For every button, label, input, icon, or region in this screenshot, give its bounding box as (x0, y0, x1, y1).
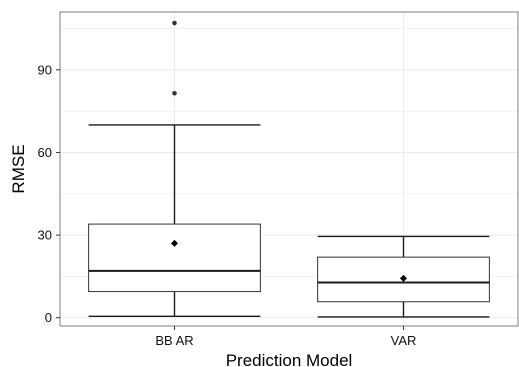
outlier-point (172, 20, 177, 26)
x-tick-label: VAR (391, 333, 417, 348)
boxes-layer (88, 20, 490, 318)
y-tick-label: 0 (45, 310, 52, 325)
box (317, 256, 490, 303)
box (88, 223, 261, 293)
y-tick-label: 60 (38, 145, 52, 160)
outlier-point (172, 90, 177, 96)
y-tick-label: 90 (38, 62, 52, 77)
y-axis-title: RMSE (9, 144, 28, 193)
x-tick-label: BB AR (155, 333, 193, 348)
x-axis-title: Prediction Model (226, 351, 353, 367)
y-tick-label: 30 (38, 228, 52, 243)
mean-marker (171, 239, 178, 247)
axes-layer: 0 30 60 90 BB AR VAR (38, 62, 417, 348)
mean-marker (400, 274, 407, 282)
plot-panel (59, 11, 519, 327)
